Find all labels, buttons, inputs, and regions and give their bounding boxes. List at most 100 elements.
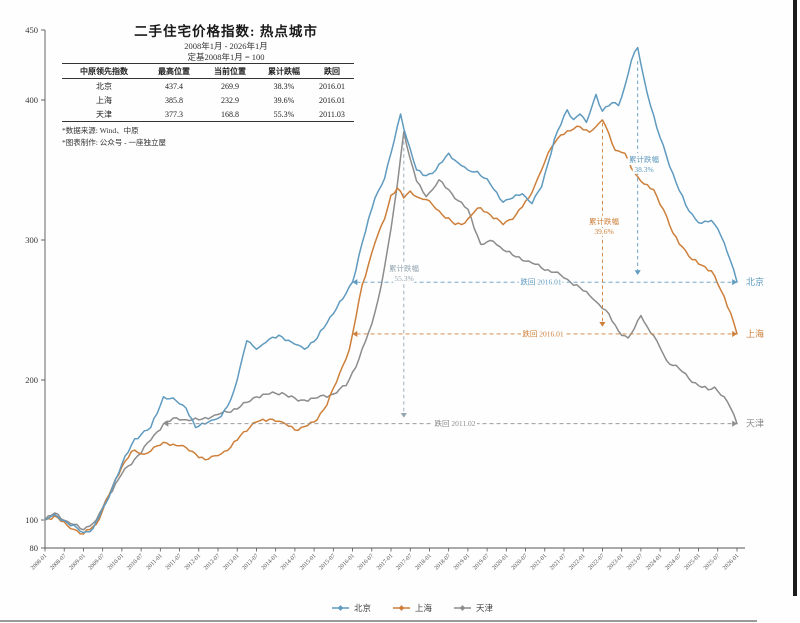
x-tick-label: 2017-07 (395, 553, 413, 571)
chart-title: 二手住宅价格指数: 热点城市 (134, 24, 318, 39)
fallback-left-arrow-icon (352, 279, 358, 286)
decline-arrow-icon (599, 322, 606, 327)
cell-peak: 437.4 (165, 81, 183, 91)
cell-city: 上海 (96, 95, 112, 105)
x-tick-label: 2021-01 (530, 553, 548, 571)
table-row: 北京 437.4 269.9 38.3% 2016.01 (62, 79, 354, 94)
y-tick-label: 450 (25, 25, 38, 35)
x-tick-label: 2013-07 (241, 553, 259, 571)
x-tick-label: 2022-07 (587, 553, 605, 571)
x-tick-label: 2024-01 (645, 553, 663, 571)
decline-pct-上海: 39.6% (594, 227, 613, 236)
x-tick-label: 2026-01 (722, 553, 740, 571)
x-tick-label: 2010-07 (126, 553, 144, 571)
col-header-decline: 累计跌幅 (258, 63, 310, 79)
y-tick-label: 200 (25, 375, 38, 385)
x-tick-label: 2018-07 (434, 553, 452, 571)
cell-fallback: 2011.03 (310, 107, 354, 122)
fallback-right-arrow-icon (732, 279, 737, 286)
x-tick-label: 2009-01 (68, 553, 86, 571)
chart-author-note: *图表制作: 公众号 - 一座独立屋 (62, 138, 166, 147)
chart-subtitle-base: 定基2008年1月 = 100 (187, 52, 265, 62)
decline-label-北京: 累计跌幅 (629, 154, 659, 164)
cell-current: 232.9 (221, 95, 239, 105)
decline-pct-北京: 38.3% (634, 165, 653, 174)
series-line-上海 (44, 119, 738, 535)
decline-arrow-icon (400, 413, 407, 418)
legend-marker-icon (459, 605, 466, 611)
legend-label-天津: 天津 (476, 603, 494, 613)
series-line-北京 (44, 46, 738, 534)
x-tick-label: 2010-01 (107, 553, 125, 571)
x-tick-label: 2012-01 (184, 553, 202, 571)
x-tick-label: 2016-01 (338, 553, 356, 571)
decline-arrow-icon (634, 270, 641, 275)
x-tick-label: 2015-07 (318, 553, 336, 571)
window-edge-bottom (0, 620, 757, 622)
cell-decline: 39.6% (273, 95, 295, 105)
x-tick-label: 2016-07 (357, 553, 375, 571)
x-tick-label: 2009-07 (88, 553, 106, 571)
summary-table: 中原领先指数 最高位置 当前位置 累计跌幅 跌回 北京 437.4 269.9 … (62, 63, 354, 122)
col-header-fallback: 跌回 (310, 63, 354, 79)
x-tick-label: 2015-01 (299, 553, 317, 571)
end-label-上海: 上海 (746, 328, 764, 339)
x-tick-label: 2017-01 (376, 553, 394, 571)
x-tick-label: 2023-01 (607, 553, 625, 571)
x-tick-label: 2019-01 (453, 553, 471, 571)
table-row: 上海 385.8 232.9 39.6% 2016.01 (62, 93, 354, 107)
window-edge-right (793, 0, 797, 596)
cell-current: 269.9 (221, 81, 239, 91)
decline-pct-天津: 55.3% (394, 274, 413, 283)
fallback-label-天津: 跌回 2011.02 (435, 418, 476, 428)
x-tick-label: 2008-07 (49, 553, 67, 571)
x-tick-label: 2012-07 (203, 553, 221, 571)
fallback-right-arrow-icon (732, 330, 737, 338)
y-tick-label: 400 (25, 95, 38, 105)
y-tick-label: 300 (25, 235, 38, 245)
cell-decline: 55.3% (258, 107, 310, 122)
x-tick-label: 2019-07 (472, 553, 490, 571)
table-header-row: 中原领先指数 最高位置 当前位置 累计跌幅 跌回 (62, 63, 354, 79)
y-tick-label: 80 (30, 543, 39, 553)
end-label-天津: 天津 (746, 419, 764, 429)
cell-peak: 385.8 (165, 95, 183, 105)
fallback-left-arrow-icon (352, 330, 358, 338)
x-tick-label: 2024-07 (664, 553, 682, 571)
x-tick-label: 2023-07 (626, 553, 644, 571)
data-source-note: *数据来源: Wind、中原 (62, 126, 139, 135)
end-label-北京: 北京 (746, 276, 764, 287)
legend-marker-icon (337, 605, 344, 611)
cell-current: 168.8 (202, 107, 258, 122)
y-tick-label: 100 (25, 515, 38, 525)
fallback-left-arrow-icon (163, 420, 169, 427)
fallback-label-上海: 跌回 2016.01 (522, 328, 563, 338)
x-tick-label: 2014-01 (261, 553, 279, 571)
fallback-right-arrow-icon (732, 420, 737, 427)
legend-label-上海: 上海 (415, 603, 433, 613)
x-tick-label: 2011-01 (146, 553, 164, 571)
decline-label-天津: 累计跌幅 (389, 263, 419, 273)
x-tick-label: 2011-07 (165, 553, 183, 571)
table-row: 天津 377.3 168.8 55.3% 2011.03 (62, 107, 354, 122)
x-tick-label: 2020-07 (511, 553, 529, 571)
cell-fallback: 2016.01 (319, 95, 345, 105)
cell-fallback: 2016.01 (319, 81, 345, 91)
x-tick-label: 2021-07 (549, 553, 567, 571)
x-tick-label: 2022-01 (568, 553, 586, 571)
cell-peak: 377.3 (146, 107, 202, 122)
series-line-天津 (44, 131, 738, 531)
fallback-label-北京: 跌回 2016.01 (520, 277, 561, 287)
x-tick-label: 2013-01 (222, 553, 240, 571)
col-header-index: 中原领先指数 (62, 63, 146, 79)
col-header-peak: 最高位置 (146, 63, 202, 79)
decline-label-上海: 累计跌幅 (589, 216, 619, 226)
legend-label-北京: 北京 (354, 603, 371, 613)
x-tick-label: 2020-01 (491, 553, 509, 571)
x-tick-label: 2014-07 (280, 553, 298, 571)
legend-marker-icon (398, 605, 405, 611)
x-tick-label: 2025-01 (684, 553, 702, 571)
x-tick-label: 2008-01 (30, 553, 48, 571)
